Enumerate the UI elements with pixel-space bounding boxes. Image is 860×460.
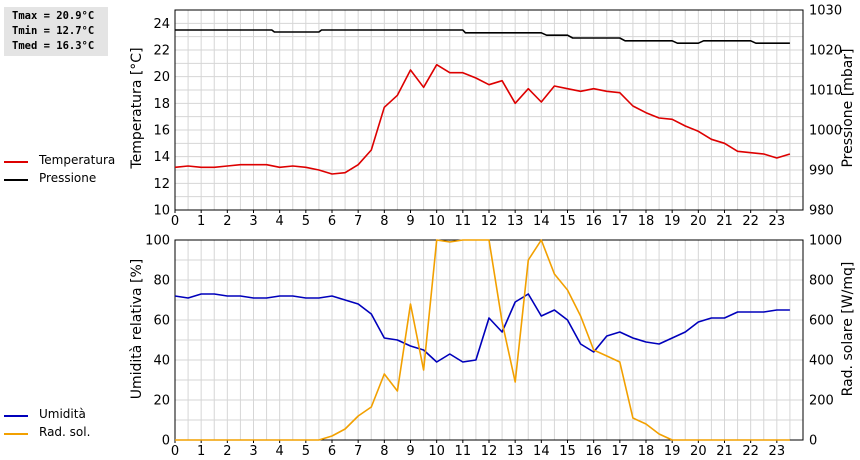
x-tick-label: 19 <box>664 444 681 459</box>
x-tick-label: 3 <box>249 214 257 229</box>
legend-swatch <box>4 179 28 181</box>
x-tick-label: 20 <box>690 214 707 229</box>
x-tick-label: 21 <box>716 444 733 459</box>
y-tick-label: 100 <box>145 234 170 249</box>
y-tick-label: 20 <box>153 394 170 409</box>
x-tick-label: 20 <box>690 444 707 459</box>
x-tick-label: 22 <box>742 214 759 229</box>
x-tick-label: 18 <box>638 214 655 229</box>
x-tick-label: 12 <box>481 444 498 459</box>
y2-tick-label: 600 <box>809 314 834 329</box>
x-tick-label: 18 <box>638 444 655 459</box>
x-tick-label: 1 <box>197 214 205 229</box>
x-tick-label: 0 <box>171 214 179 229</box>
x-tick-label: 8 <box>380 214 388 229</box>
y-tick-label: 22 <box>153 44 170 59</box>
x-tick-label: 14 <box>533 444 550 459</box>
y2-tick-label: 980 <box>809 204 834 219</box>
x-tick-label: 10 <box>428 214 445 229</box>
x-tick-label: 6 <box>328 214 336 229</box>
y2-axis-label: Pressione [mbar] <box>840 48 856 167</box>
x-tick-label: 4 <box>276 444 284 459</box>
x-tick-label: 1 <box>197 444 205 459</box>
y2-tick-label: 1000 <box>809 234 842 249</box>
legend-label: Rad. sol. <box>39 425 91 439</box>
y-tick-label: 0 <box>162 434 170 449</box>
x-tick-label: 16 <box>585 214 602 229</box>
stats-box: Tmax = 20.9°C Tmin = 12.7°C Tmed = 16.3°… <box>4 7 108 56</box>
y-tick-label: 24 <box>153 17 170 32</box>
y2-tick-label: 1020 <box>809 44 842 59</box>
x-tick-label: 2 <box>223 444 231 459</box>
y-tick-label: 60 <box>153 314 170 329</box>
x-tick-label: 11 <box>455 214 472 229</box>
x-tick-label: 16 <box>585 444 602 459</box>
y-tick-label: 16 <box>153 124 170 139</box>
x-tick-label: 23 <box>769 444 786 459</box>
legend-swatch <box>4 161 28 163</box>
x-tick-label: 13 <box>507 444 524 459</box>
legend-swatch <box>4 415 28 417</box>
y2-tick-label: 1000 <box>809 124 842 139</box>
y-tick-label: 12 <box>153 177 170 192</box>
x-tick-label: 7 <box>354 444 362 459</box>
x-tick-label: 15 <box>559 214 576 229</box>
legend-swatch <box>4 433 28 435</box>
series-line-temperatura <box>174 63 791 175</box>
y-tick-label: 10 <box>153 204 170 219</box>
y-tick-label: 80 <box>153 274 170 289</box>
x-tick-label: 17 <box>612 214 629 229</box>
x-tick-label: 22 <box>742 444 759 459</box>
x-tick-label: 6 <box>328 444 336 459</box>
x-tick-label: 12 <box>481 214 498 229</box>
x-tick-label: 21 <box>716 214 733 229</box>
series-line-pressione <box>175 29 790 45</box>
y2-tick-label: 990 <box>809 164 834 179</box>
y2-tick-label: 0 <box>809 434 817 449</box>
legend-label: Temperatura <box>39 153 116 167</box>
x-tick-label: 5 <box>302 214 310 229</box>
x-tick-label: 19 <box>664 214 681 229</box>
x-tick-label: 0 <box>171 444 179 459</box>
y-tick-label: 20 <box>153 70 170 85</box>
series-line-umidit- <box>174 293 790 363</box>
series-line-rad-sol- <box>175 239 790 441</box>
tmax-text: Tmax = 20.9°C <box>12 10 95 22</box>
chart-panel-2: 0 1 2 3 4 5 6 7 8 9 10 11 12 13 14 15 16 17 18 19 20 21 22 2302… <box>129 234 856 460</box>
x-tick-label: 3 <box>249 444 257 459</box>
legend-label: Umidità <box>39 407 86 421</box>
y-axis-label: Temperatura [°C] <box>129 47 145 169</box>
x-tick-label: 5 <box>302 444 310 459</box>
x-tick-label: 15 <box>559 444 576 459</box>
legend-label: Pressione <box>39 171 97 185</box>
y-tick-label: 40 <box>153 354 170 369</box>
x-tick-label: 17 <box>612 444 629 459</box>
x-tick-label: 9 <box>406 214 414 229</box>
tmin-text: Tmin = 12.7°C <box>12 25 95 37</box>
y2-tick-label: 1030 <box>809 4 842 19</box>
y2-tick-label: 1010 <box>809 84 842 99</box>
x-tick-label: 13 <box>507 214 524 229</box>
y2-tick-label: 800 <box>809 274 834 289</box>
y2-tick-label: 400 <box>809 354 834 369</box>
tmed-text: Tmed = 16.3°C <box>12 40 95 52</box>
x-tick-label: 4 <box>276 214 284 229</box>
y2-axis-label: Rad. solare [W/mq] <box>840 262 856 397</box>
x-tick-label: 7 <box>354 214 362 229</box>
y-axis-label: Umidità relativa [%] <box>129 259 145 400</box>
y-tick-label: 14 <box>153 150 170 165</box>
y-tick-label: 18 <box>153 97 170 112</box>
x-tick-label: 8 <box>380 444 388 459</box>
x-tick-label: 23 <box>769 214 786 229</box>
chart-panel-1: 0 1 2 3 4 5 6 7 8 9 10 11 12 13 14 15 16 17 18 19 20 21 22 2310… <box>129 4 856 230</box>
x-tick-label: 10 <box>428 444 445 459</box>
x-tick-label: 9 <box>406 444 414 459</box>
y2-tick-label: 200 <box>809 394 834 409</box>
x-tick-label: 14 <box>533 214 550 229</box>
x-tick-label: 2 <box>223 214 231 229</box>
x-tick-label: 11 <box>455 444 472 459</box>
